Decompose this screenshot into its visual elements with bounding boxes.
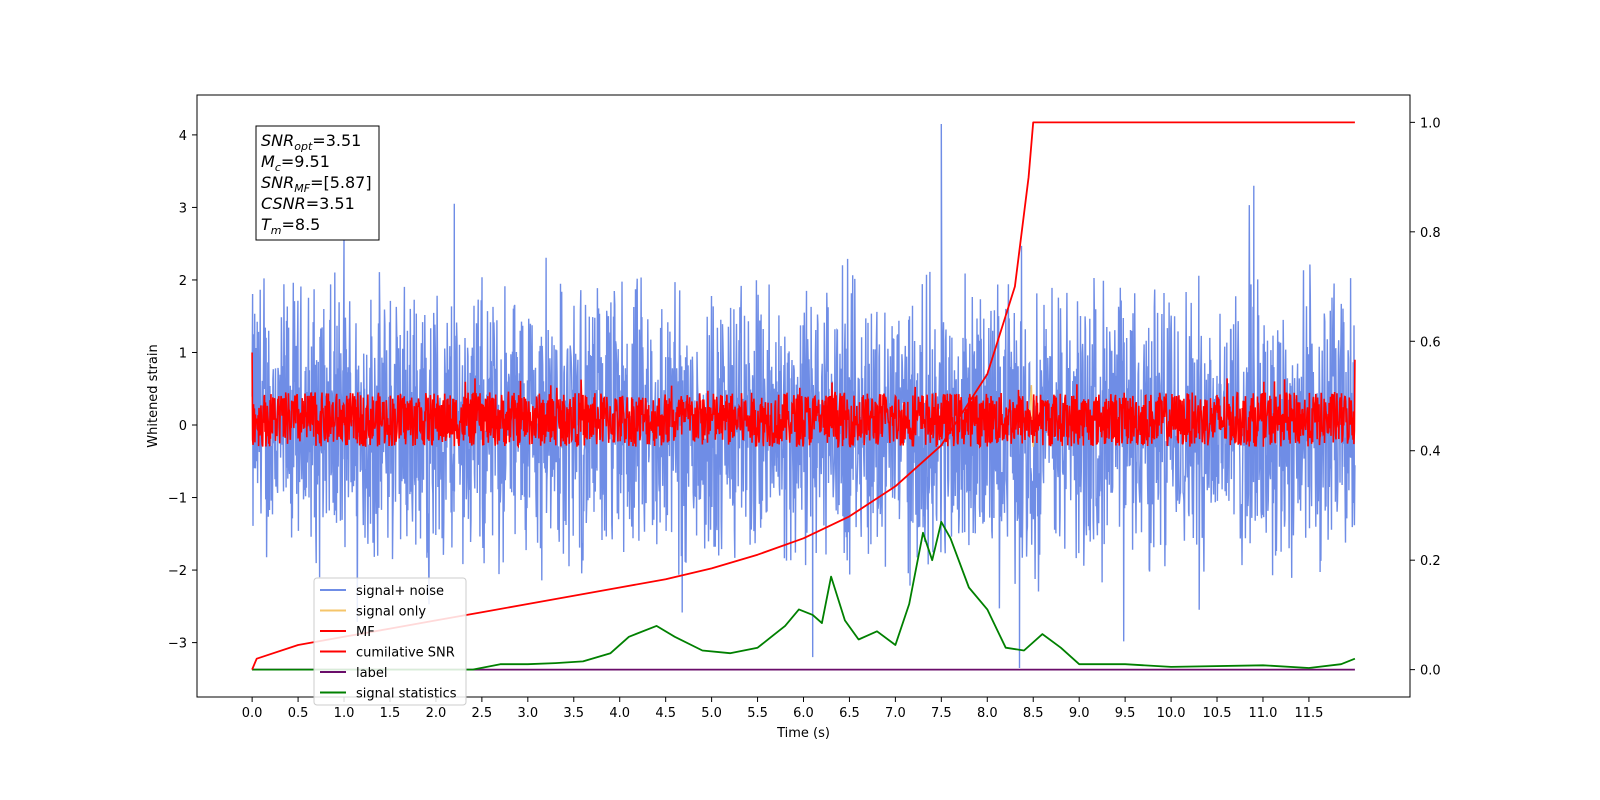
- y-tick-label: −3: [168, 637, 187, 652]
- x-tick-label: 6.0: [793, 706, 814, 721]
- legend-frame: [313, 577, 467, 706]
- x-tick-label: 8.5: [1023, 706, 1044, 721]
- y2-tick-label: 0.4: [1420, 445, 1441, 460]
- x-tick-label: 9.5: [1115, 706, 1136, 721]
- x-tick-label: 9.0: [1069, 706, 1090, 721]
- y2-tick-label: 0.6: [1420, 335, 1441, 350]
- y2-tick-label: 0.8: [1420, 226, 1441, 241]
- legend-label: cumilative SNR: [356, 646, 455, 661]
- x-axis-label: Time (s): [776, 726, 830, 741]
- y-tick-label: 1: [179, 346, 187, 361]
- legend-label: signal statistics: [356, 687, 457, 702]
- x-tick-label: 3.5: [563, 706, 584, 721]
- x-tick-label: 1.0: [334, 706, 355, 721]
- x-tick-label: 0.0: [242, 706, 263, 721]
- legend-label: label: [356, 666, 387, 681]
- series-line-mf: [251, 352, 1356, 449]
- x-tick-label: 2.5: [472, 706, 493, 721]
- x-tick-label: 11.0: [1248, 706, 1277, 721]
- y-tick-label: 0: [179, 419, 187, 434]
- series-line-signal-noise: [251, 123, 1356, 669]
- y-tick-label: −2: [168, 564, 187, 579]
- x-tick-label: 2.0: [426, 706, 447, 721]
- y-tick-label: 4: [179, 129, 187, 144]
- y-axis-label: Whitened strain: [146, 344, 161, 447]
- x-tick-label: 10.5: [1203, 706, 1232, 721]
- annotation-line: Tm=8.5: [261, 215, 320, 237]
- x-tick-label: 11.5: [1294, 706, 1323, 721]
- y-axis-left: 4 3 2 1 0 −1 −2 −3: [168, 129, 197, 652]
- series-line-signal-statistics: [252, 521, 1356, 671]
- y-tick-label: 3: [179, 201, 187, 216]
- legend: signal+ noise signal only MF cumilative SNR…: [313, 577, 467, 706]
- x-tick-label: 0.5: [288, 706, 309, 721]
- x-tick-label: 4.0: [609, 706, 630, 721]
- x-tick-label: 4.5: [655, 706, 676, 721]
- x-tick-label: 6.5: [839, 706, 860, 721]
- annotation-line: CSNR=3.51: [261, 194, 355, 213]
- legend-label: signal+ noise: [356, 584, 444, 599]
- legend-label: MF: [356, 625, 375, 640]
- x-tick-label: 1.5: [380, 706, 401, 721]
- x-tick-label: 5.5: [747, 706, 768, 721]
- y-tick-label: −1: [168, 492, 187, 507]
- x-tick-label: 8.0: [977, 706, 998, 721]
- annotation-line: SNRopt=3.51: [261, 131, 361, 153]
- annotation-line: SNRMF=[5.87]: [261, 173, 372, 195]
- x-tick-label: 7.0: [885, 706, 906, 721]
- x-tick-label: 3.0: [517, 706, 538, 721]
- x-tick-label: 7.5: [931, 706, 952, 721]
- y-axis-right: 1.0 0.8 0.6 0.4 0.2 0.0: [1410, 116, 1441, 679]
- x-tick-label: 5.0: [701, 706, 722, 721]
- y2-tick-label: 0.2: [1420, 554, 1441, 569]
- x-axis: 0.0 0.5 1.0 1.5 2.0 2.5 3.0 3.5 4.0 4.5 5.0 5.5 6.0 6…: [242, 697, 1323, 721]
- legend-label: signal only: [356, 605, 426, 620]
- x-tick-label: 10.0: [1157, 706, 1186, 721]
- y2-tick-label: 0.0: [1420, 664, 1441, 679]
- y-tick-label: 2: [179, 274, 187, 289]
- y2-tick-label: 1.0: [1420, 116, 1441, 131]
- annotation-frame: [255, 125, 380, 241]
- annotation-line: Mc=9.51: [261, 152, 330, 174]
